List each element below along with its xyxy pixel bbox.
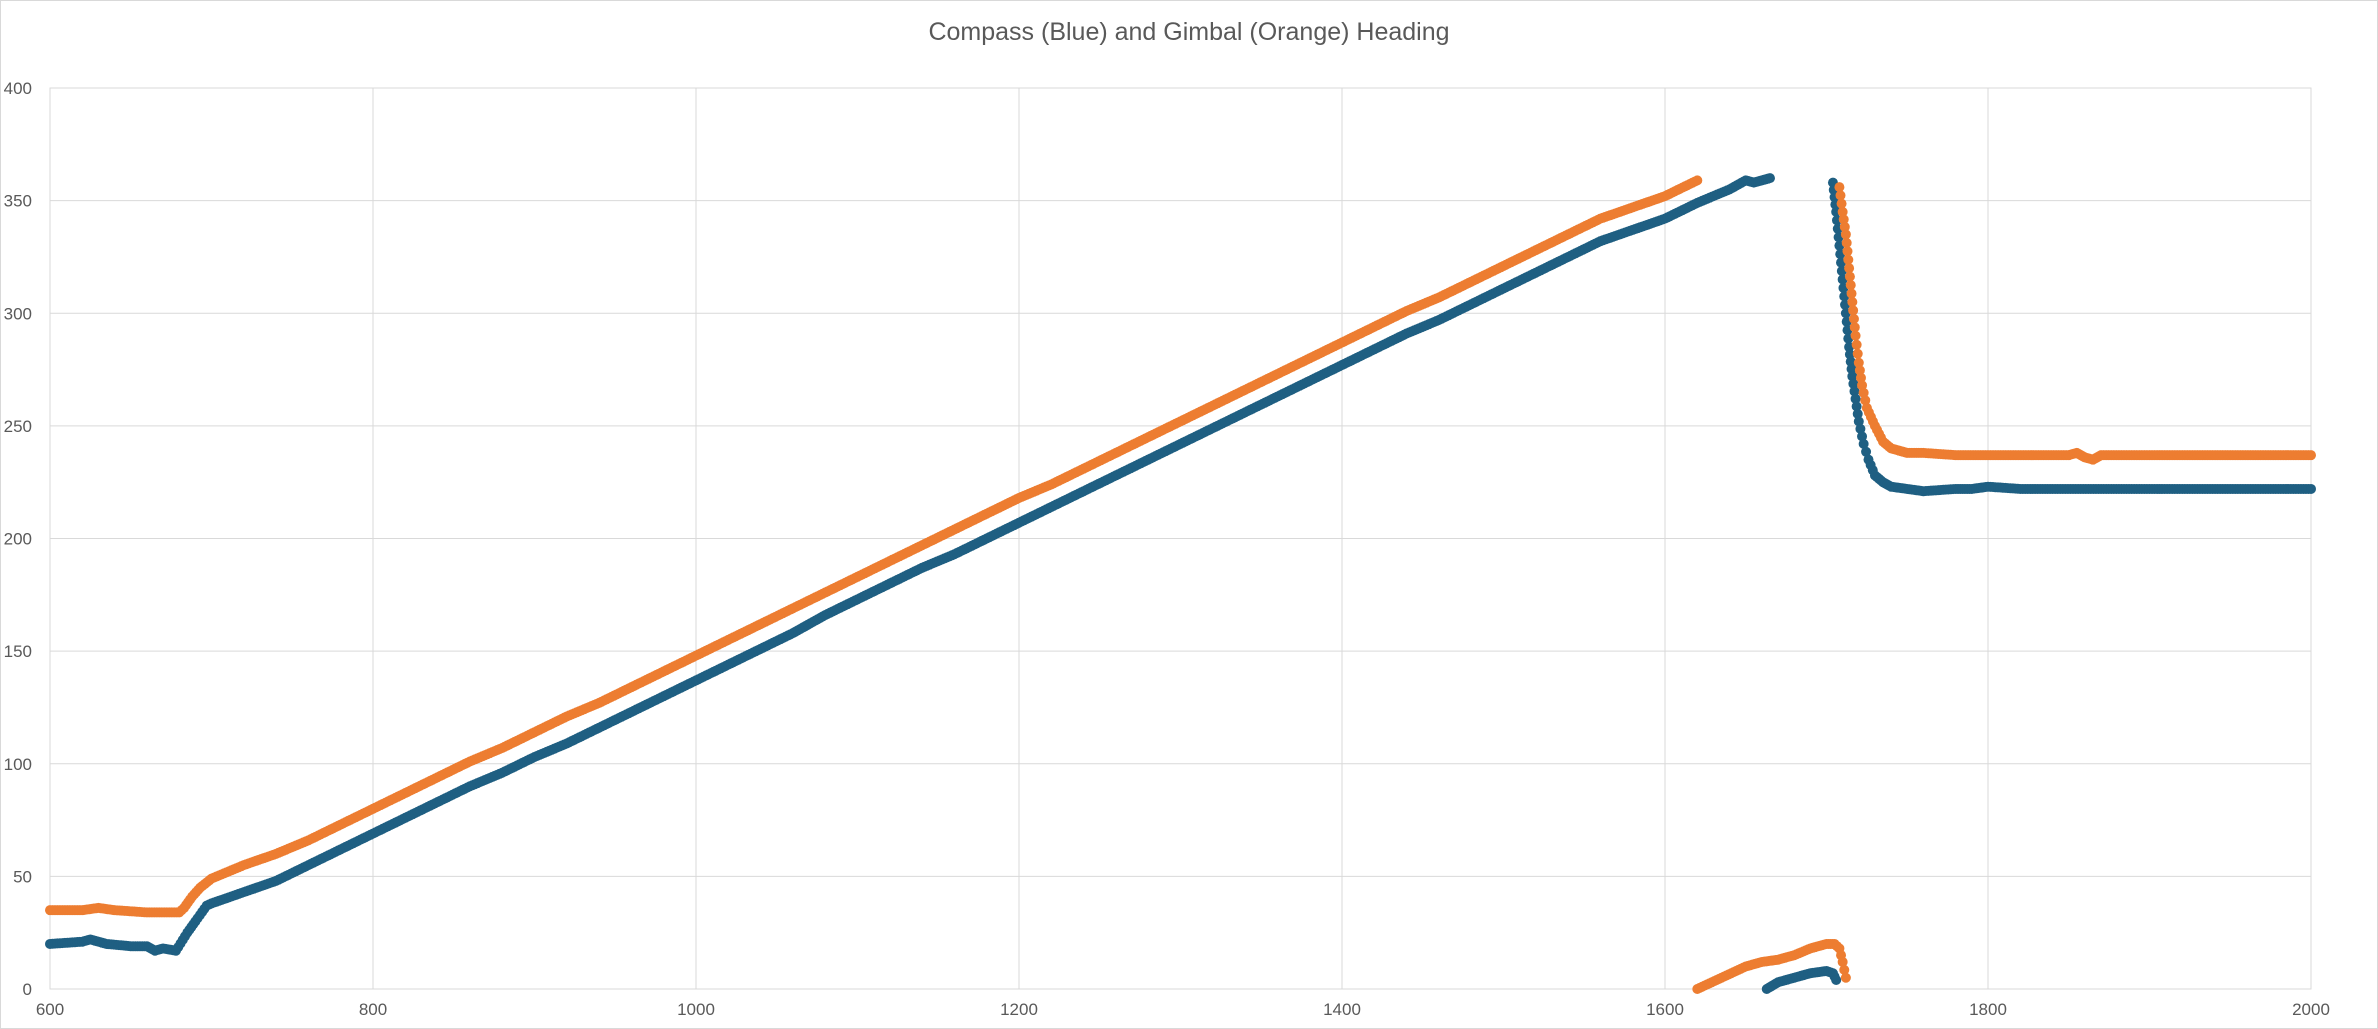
data-point bbox=[1850, 330, 1861, 341]
x-tick-label: 600 bbox=[36, 1000, 64, 1019]
data-point bbox=[1848, 305, 1859, 316]
data-point bbox=[1844, 349, 1855, 360]
y-tick-label: 400 bbox=[4, 79, 32, 98]
data-point bbox=[1854, 365, 1865, 376]
series-1 bbox=[45, 173, 2316, 994]
data-point bbox=[1838, 214, 1849, 225]
y-tick-label: 350 bbox=[4, 192, 32, 211]
data-point bbox=[1842, 246, 1853, 257]
data-point bbox=[2306, 450, 2316, 461]
y-tick-label: 250 bbox=[4, 417, 32, 436]
y-tick-label: 150 bbox=[4, 642, 32, 661]
data-point bbox=[1837, 956, 1848, 967]
data-point bbox=[1764, 173, 1775, 184]
data-point bbox=[1845, 280, 1856, 291]
data-point bbox=[1844, 263, 1855, 274]
x-tick-label: 800 bbox=[359, 1000, 387, 1019]
data-point bbox=[1851, 339, 1862, 350]
data-point bbox=[1855, 423, 1866, 434]
series-layer bbox=[45, 173, 2316, 994]
x-tick-label: 2000 bbox=[2292, 1000, 2330, 1019]
data-point bbox=[1834, 182, 1845, 193]
data-point bbox=[1846, 363, 1857, 374]
x-tick-label: 1600 bbox=[1646, 1000, 1684, 1019]
x-tick-label: 1200 bbox=[1000, 1000, 1038, 1019]
data-point bbox=[1839, 221, 1850, 232]
data-point bbox=[1858, 438, 1869, 449]
data-point bbox=[1837, 206, 1848, 217]
chart-title: Compass (Blue) and Gimbal (Orange) Headi… bbox=[928, 18, 1450, 46]
data-point bbox=[1692, 175, 1703, 186]
data-point bbox=[1850, 393, 1861, 404]
data-point bbox=[2306, 483, 2316, 494]
data-point bbox=[1845, 356, 1856, 367]
data-point bbox=[1853, 357, 1864, 368]
data-point bbox=[1852, 348, 1863, 359]
data-point bbox=[1835, 190, 1846, 201]
data-point bbox=[1847, 296, 1858, 307]
x-axis-ticks: 600 800 1000 1200 1400 1600 1800 2000 bbox=[36, 1000, 2330, 1019]
y-axis-ticks: 0 50 100 150 200 250 300 350 400 bbox=[4, 79, 32, 999]
y-tick-label: 50 bbox=[13, 867, 32, 886]
data-point bbox=[1851, 401, 1862, 412]
data-point bbox=[1852, 408, 1863, 419]
plot-area-border bbox=[49, 87, 2312, 990]
data-point bbox=[1848, 378, 1859, 389]
data-point bbox=[1840, 972, 1851, 983]
data-point bbox=[1858, 387, 1869, 398]
data-point bbox=[1831, 974, 1842, 985]
x-tick-label: 1800 bbox=[1969, 1000, 2007, 1019]
data-point bbox=[1848, 313, 1859, 324]
data-point bbox=[1844, 271, 1855, 282]
data-point bbox=[1839, 964, 1850, 975]
data-point bbox=[1843, 254, 1854, 265]
data-point bbox=[1846, 288, 1857, 299]
y-tick-label: 300 bbox=[4, 304, 32, 323]
data-point bbox=[1840, 229, 1851, 240]
y-tick-label: 0 bbox=[23, 980, 32, 999]
data-point bbox=[1857, 431, 1868, 442]
data-point bbox=[1861, 446, 1872, 457]
data-point bbox=[1844, 342, 1855, 353]
x-tick-label: 1400 bbox=[1323, 1000, 1361, 1019]
data-point bbox=[1857, 380, 1868, 391]
data-point bbox=[1849, 386, 1860, 397]
data-point bbox=[1836, 198, 1847, 209]
data-point bbox=[1847, 371, 1858, 382]
data-point bbox=[1855, 372, 1866, 383]
data-point bbox=[1849, 322, 1860, 333]
data-point bbox=[1841, 237, 1852, 248]
y-tick-label: 100 bbox=[4, 755, 32, 774]
data-point bbox=[1853, 416, 1864, 427]
data-point bbox=[1860, 395, 1871, 406]
x-tick-label: 1000 bbox=[677, 1000, 715, 1019]
series-2 bbox=[45, 175, 2316, 994]
y-tick-label: 200 bbox=[4, 530, 32, 549]
grid-lines bbox=[49, 87, 2312, 990]
